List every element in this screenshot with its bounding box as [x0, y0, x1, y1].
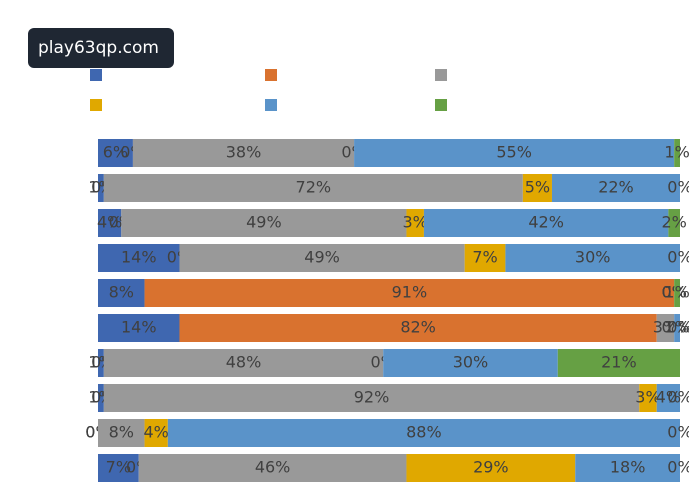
data-label: 7%	[106, 458, 131, 477]
bar-segment	[103, 349, 384, 377]
data-label: 82%	[400, 318, 436, 337]
bar-segment	[668, 209, 680, 237]
data-label: 48%	[226, 353, 262, 372]
data-label: 30%	[575, 248, 611, 267]
data-label: 1%	[664, 143, 689, 162]
data-label: 0%	[667, 458, 689, 477]
data-label: 46%	[255, 458, 291, 477]
data-label: 3%	[402, 213, 427, 232]
bar-segment	[522, 174, 552, 202]
data-label: 0%	[667, 423, 689, 442]
legend-swatch	[265, 69, 277, 81]
bar-segment	[138, 454, 407, 482]
bar-segment	[132, 139, 355, 167]
data-label: 22%	[598, 178, 634, 197]
data-label: 30%	[453, 353, 489, 372]
data-label: 14%	[121, 248, 157, 267]
bar-segment	[674, 314, 680, 342]
data-label: 4%	[144, 423, 169, 442]
data-label: 0%	[667, 248, 689, 267]
bar-segment	[179, 314, 657, 342]
data-label: 0%	[667, 388, 689, 407]
bar-segment	[464, 244, 506, 272]
data-label: 0%	[667, 318, 689, 337]
bar-segment	[551, 174, 680, 202]
data-label: 1%	[664, 318, 689, 337]
data-label: 5%	[525, 178, 550, 197]
bar-segment	[98, 384, 104, 412]
data-label: 0%	[667, 178, 689, 197]
bar-segment	[674, 139, 680, 167]
bar-segment	[98, 139, 133, 167]
bar-segment	[575, 454, 680, 482]
bar-segment	[354, 139, 675, 167]
bar-segment	[121, 209, 407, 237]
data-label: 21%	[601, 353, 637, 372]
bar-segment	[423, 209, 669, 237]
data-label: 8%	[109, 283, 134, 302]
bar-segment	[144, 279, 675, 307]
bar-segment	[505, 244, 680, 272]
data-label: 7%	[472, 248, 497, 267]
data-label: 4%	[97, 213, 122, 232]
bar-segment	[557, 349, 680, 377]
bar-segment	[103, 384, 640, 412]
data-label: 91%	[392, 283, 428, 302]
data-label: 18%	[610, 458, 646, 477]
bar-segment	[406, 209, 424, 237]
bar-segment	[98, 174, 104, 202]
data-label: 49%	[304, 248, 340, 267]
data-label: 6%	[103, 143, 128, 162]
data-label: 14%	[121, 318, 157, 337]
data-label: 3%	[653, 318, 678, 337]
bar-segment	[383, 349, 558, 377]
data-label: 92%	[354, 388, 390, 407]
bar-segment	[98, 314, 180, 342]
data-label: 2%	[661, 213, 686, 232]
data-label: 3%	[635, 388, 660, 407]
data-label: 88%	[406, 423, 442, 442]
bar-segment	[103, 174, 523, 202]
bar-segment	[179, 244, 465, 272]
data-label: 42%	[528, 213, 564, 232]
bar-segment	[98, 349, 104, 377]
bar-segment	[144, 419, 168, 447]
bar-segment	[98, 454, 139, 482]
data-label: 55%	[496, 143, 532, 162]
legend-swatch	[90, 99, 102, 111]
bar-segment	[98, 279, 145, 307]
data-label: 38%	[226, 143, 262, 162]
data-label: 29%	[473, 458, 509, 477]
legend-swatch	[265, 99, 277, 111]
watermark-box	[28, 28, 174, 68]
bar-segment	[406, 454, 576, 482]
bar-segment	[98, 419, 145, 447]
bar-segment	[639, 384, 657, 412]
watermark: play63qp.com	[38, 38, 159, 58]
data-label: 8%	[109, 423, 134, 442]
data-label: 49%	[246, 213, 282, 232]
legend-swatch	[90, 69, 102, 81]
bar-segment	[656, 314, 675, 342]
bar-segment	[98, 244, 180, 272]
data-label: 1%	[664, 283, 689, 302]
bar-segment	[167, 419, 681, 447]
data-label: 72%	[296, 178, 332, 197]
legend-swatch	[435, 69, 447, 81]
bar-segment	[98, 209, 122, 237]
bar-segment	[674, 279, 680, 307]
bar-segment	[656, 384, 680, 412]
legend-swatch	[435, 99, 447, 111]
data-label: 4%	[656, 388, 681, 407]
